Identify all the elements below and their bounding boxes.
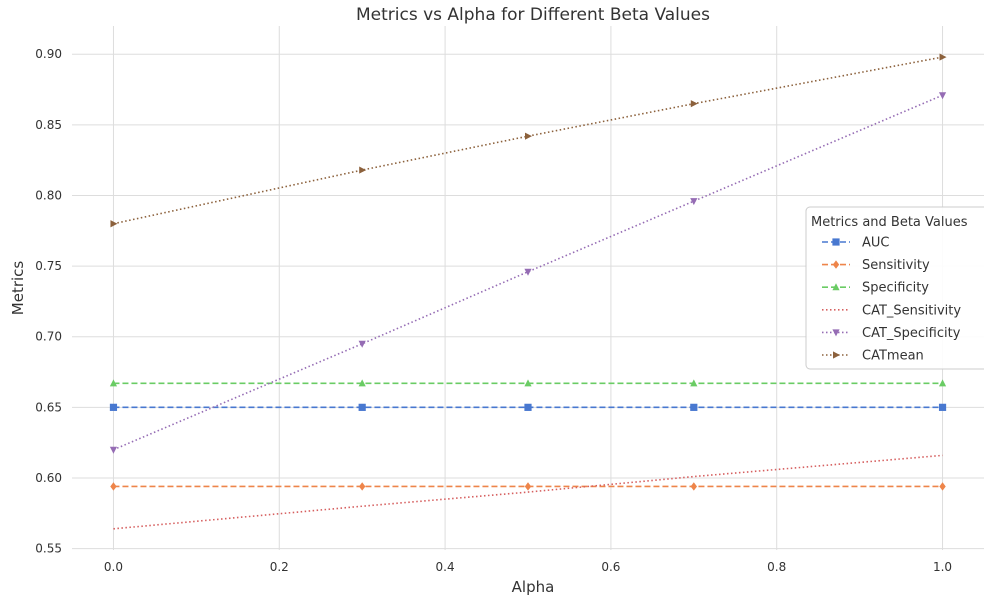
legend-title: Metrics and Beta Values	[811, 215, 968, 230]
series-layer	[109, 53, 947, 530]
y-tick-label: 0.85	[35, 118, 62, 132]
legend-label-specificity: Specificity	[862, 281, 929, 296]
y-axis-label: Metrics	[9, 261, 27, 316]
data-point-auc	[358, 403, 366, 411]
series-line-catmean	[113, 56, 943, 225]
x-tick-label: 0.2	[270, 560, 289, 574]
data-point-cat-specificity	[938, 92, 947, 100]
legend: Metrics and Beta Values AUC Sensitivity Sp…	[805, 206, 984, 370]
chart-title: Metrics vs Alpha for Different Beta Valu…	[356, 5, 710, 25]
data-point-specificity	[109, 379, 118, 387]
data-point-cat-specificity	[524, 268, 532, 276]
legend-box	[805, 206, 984, 370]
x-tick-label: 0.0	[104, 560, 123, 574]
legend-label-cat-specificity: CAT_Specificity	[862, 326, 961, 341]
y-tick-label: 0.70	[35, 330, 62, 344]
data-point-sensitivity	[939, 482, 946, 491]
data-point-sensitivity	[690, 482, 698, 491]
legend-label-cat-sensitivity: CAT_Sensitivity	[862, 303, 961, 318]
y-tick-label: 0.80	[35, 188, 62, 202]
legend-marker-catmean	[833, 351, 840, 359]
y-tick-label: 0.55	[35, 542, 62, 556]
y-tick-label: 0.60	[35, 471, 62, 485]
data-point-catmean	[939, 53, 947, 61]
x-tick-label: 0.6	[601, 560, 620, 574]
legend-marker-sensitivity	[832, 260, 840, 269]
data-point-cat-specificity	[358, 340, 366, 348]
legend-marker-specificity	[832, 283, 840, 291]
data-point-specificity	[358, 379, 366, 387]
data-point-specificity	[524, 379, 532, 387]
data-point-specificity	[938, 379, 947, 387]
data-point-cat-specificity	[109, 446, 118, 454]
legend-label-sensitivity: Sensitivity	[862, 258, 930, 273]
series-line-cat-specificity	[113, 94, 943, 451]
data-point-auc	[524, 403, 532, 411]
x-tick-label: 0.4	[436, 560, 455, 574]
data-point-catmean	[525, 132, 532, 140]
legend-marker-auc	[832, 238, 840, 246]
data-point-catmean	[359, 166, 367, 174]
data-point-specificity	[690, 379, 698, 387]
legend-label-auc: AUC	[862, 236, 890, 251]
y-tick-label: 0.65	[35, 400, 62, 414]
data-point-sensitivity	[358, 482, 366, 491]
x-tick-label: 1.0	[933, 560, 952, 574]
x-tick-label: 0.8	[767, 560, 786, 574]
y-tick-label: 0.90	[35, 47, 62, 61]
data-point-auc	[690, 403, 698, 411]
data-point-catmean	[690, 100, 698, 108]
data-point-auc	[938, 403, 947, 411]
legend-label-catmean: CATmean	[862, 349, 924, 364]
y-tick-label: 0.75	[35, 259, 62, 273]
data-point-auc	[109, 403, 118, 411]
axes: 0.0 0.2 0.4 0.6 0.8 1.0 0.55 0.60 0.65 0.70 0.75 0.…	[35, 47, 952, 574]
data-point-cat-specificity	[690, 198, 698, 206]
data-point-sensitivity	[524, 482, 532, 491]
series-line-cat-sensitivity	[113, 454, 943, 530]
x-axis-label: Alpha	[512, 578, 555, 596]
data-point-catmean	[110, 220, 118, 228]
data-point-sensitivity	[110, 482, 117, 491]
legend-marker-cat-specificity	[832, 329, 840, 337]
